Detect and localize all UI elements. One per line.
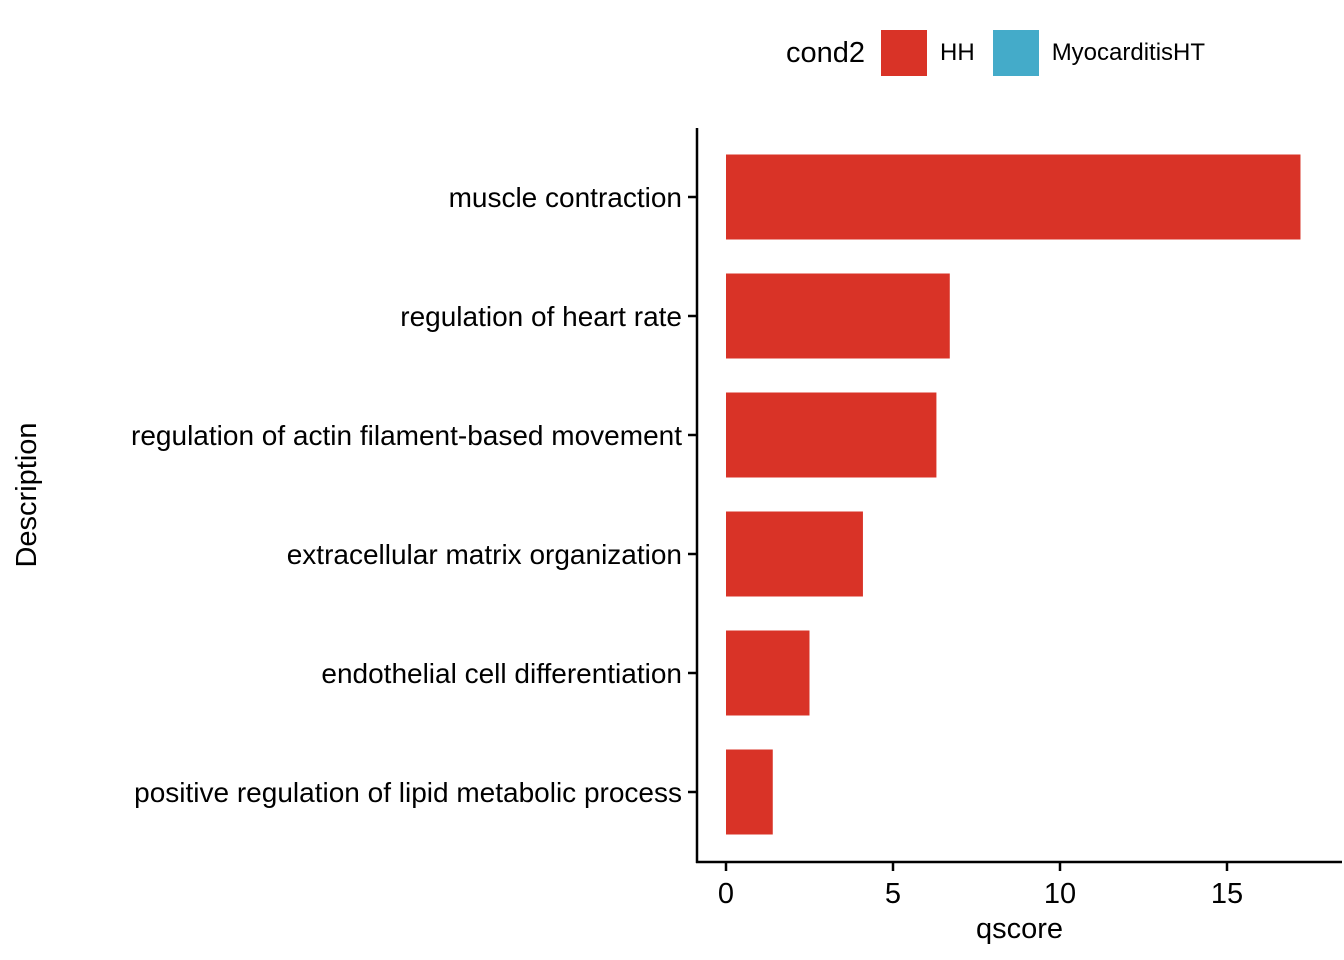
bar-4	[726, 630, 810, 716]
bar-0	[726, 154, 1301, 240]
bar-5	[726, 749, 773, 835]
legend: cond2 HH MyocarditisHT	[786, 26, 1223, 80]
legend-label-hh: HH	[940, 39, 975, 66]
category-label-1: regulation of heart rate	[400, 301, 682, 332]
category-label-4: endothelial cell differentiation	[321, 658, 682, 689]
y-axis-title: Description	[11, 422, 43, 567]
x-tick-label-2: 10	[1044, 878, 1076, 910]
bar-3	[726, 511, 863, 597]
category-label-2: regulation of actin filament-based movem…	[131, 420, 682, 451]
x-axis-title: qscore	[976, 913, 1063, 945]
legend-swatch-hh	[881, 30, 928, 76]
bar-2	[726, 392, 937, 478]
legend-swatch-myocarditisht	[992, 30, 1039, 76]
category-label-5: positive regulation of lipid metabolic p…	[134, 777, 682, 808]
category-label-3: extracellular matrix organization	[287, 539, 682, 570]
bar-1	[726, 273, 950, 359]
category-label-0: muscle contraction	[449, 182, 682, 213]
legend-label-myocarditisht: MyocarditisHT	[1051, 39, 1206, 66]
x-tick-label-1: 5	[885, 878, 901, 910]
x-tick-label-3: 15	[1211, 878, 1243, 910]
x-tick-label-0: 0	[718, 878, 734, 910]
legend-title: cond2	[786, 36, 866, 69]
